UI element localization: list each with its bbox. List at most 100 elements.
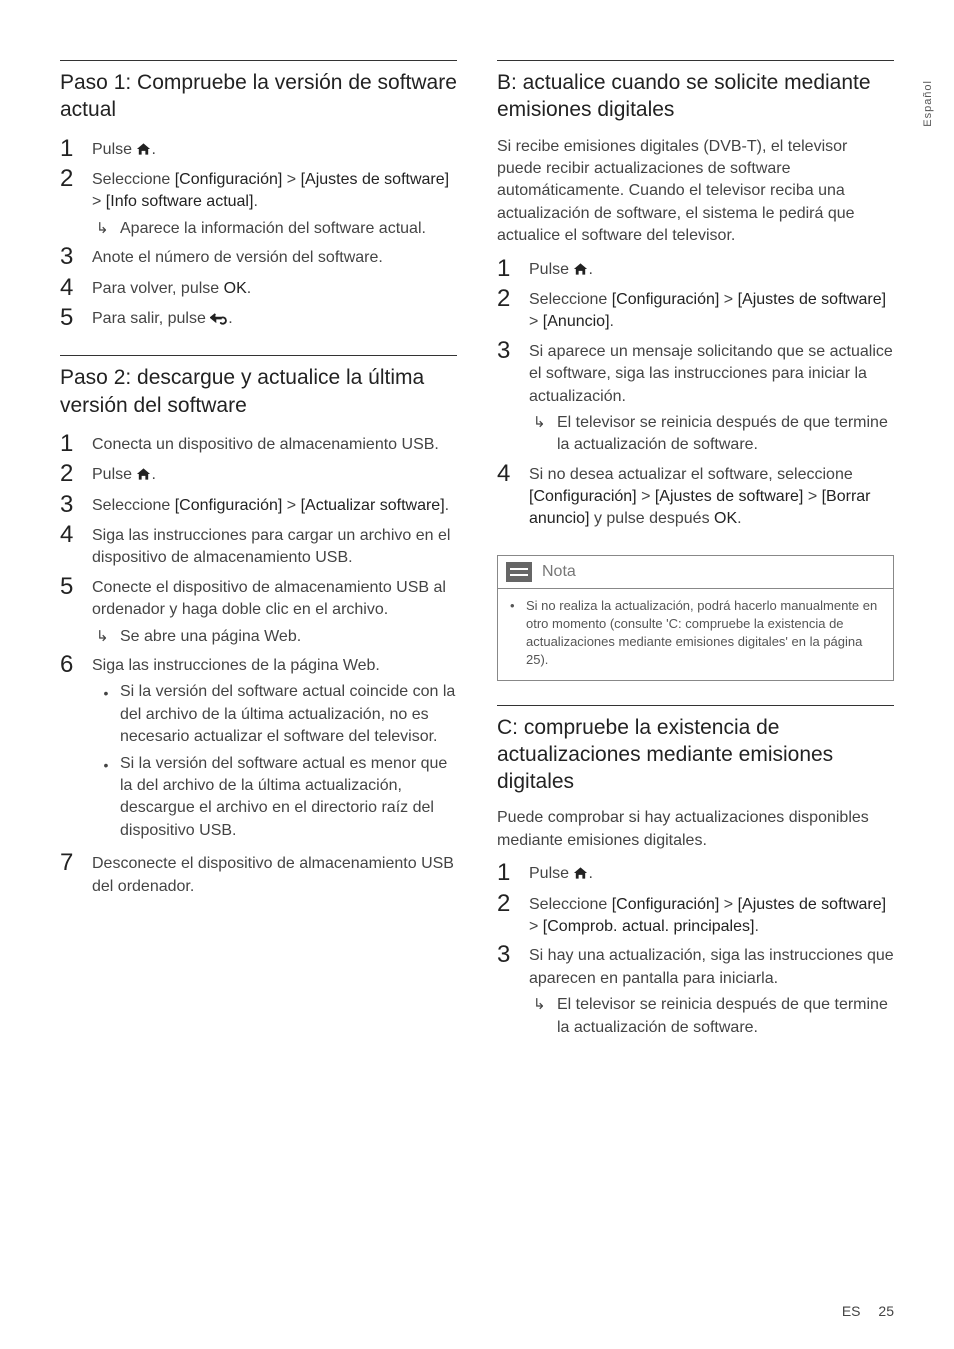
step-number: 2	[60, 166, 92, 192]
step-number: 3	[60, 244, 92, 270]
step-body: Siga las instrucciones de la página Web.…	[92, 652, 457, 846]
step-item: 2Seleccione [Configuración] > [Ajustes d…	[60, 166, 457, 240]
arrow-icon: ↳	[529, 994, 557, 1015]
step-body: Pulse .	[92, 136, 457, 161]
step-number: 4	[497, 461, 529, 487]
section-title: C: compruebe la existencia de actualizac…	[497, 705, 894, 796]
home-icon	[136, 467, 151, 481]
step-body: Pulse .	[529, 256, 894, 281]
section-title: B: actualice cuando se solicite mediante…	[497, 60, 894, 124]
step-body: Seleccione [Configuración] > [Ajustes de…	[529, 286, 894, 334]
step-item: 3Si hay una actualización, siga las inst…	[497, 942, 894, 1039]
back-icon	[210, 312, 228, 325]
home-icon	[573, 866, 588, 880]
step-item: 2Seleccione [Configuración] > [Ajustes d…	[497, 286, 894, 334]
section-intro: Puede comprobar si hay actualizaciones d…	[497, 807, 894, 852]
result-sub: ↳Aparece la información del software act…	[92, 218, 457, 240]
step-item: 6Siga las instrucciones de la página Web…	[60, 652, 457, 846]
arrow-icon: ↳	[529, 412, 557, 433]
home-icon	[573, 262, 588, 276]
note-bullet: • Si no realiza la actualización, podrá …	[510, 597, 881, 670]
note-box: Nota • Si no realiza la actualización, p…	[497, 555, 894, 681]
page-columns: Paso 1: Compruebe la versión de software…	[60, 60, 894, 1063]
step-body: Anote el número de versión del software.	[92, 244, 457, 269]
step-item: 7Desconecte el dispositivo de almacenami…	[60, 850, 457, 898]
step-item: 4Si no desea actualizar el software, sel…	[497, 461, 894, 531]
step-body: Para volver, pulse OK.	[92, 275, 457, 300]
step-body: Conecte el dispositivo de almacenamiento…	[92, 574, 457, 648]
step-list-sB: 1Pulse .2Seleccione [Configuración] > [A…	[497, 256, 894, 531]
step-body: Pulse .	[529, 860, 894, 885]
bullet-item: •Si la versión del software actual coinc…	[92, 681, 457, 748]
sub-text: El televisor se reinicia después de que …	[557, 412, 894, 457]
bullet-text: Si la versión del software actual es men…	[120, 753, 457, 843]
footer-lang: ES	[842, 1303, 861, 1319]
bullet-item: •Si la versión del software actual es me…	[92, 753, 457, 843]
step-number: 7	[60, 850, 92, 876]
note-label: Nota	[542, 563, 576, 581]
step-body: Seleccione [Configuración] > [Ajustes de…	[92, 166, 457, 240]
step-list-sC: 1Pulse .2Seleccione [Configuración] > [A…	[497, 860, 894, 1039]
home-icon	[136, 142, 151, 156]
step-item: 1Conecta un dispositivo de almacenamient…	[60, 431, 457, 457]
step-number: 2	[497, 286, 529, 312]
step-item: 1Pulse .	[60, 136, 457, 162]
result-sub: ↳El televisor se reinicia después de que…	[529, 994, 894, 1039]
step-number: 5	[60, 305, 92, 331]
section-title: Paso 1: Compruebe la versión de software…	[60, 60, 457, 124]
footer-page: 25	[878, 1303, 894, 1319]
result-sub: ↳Se abre una página Web.	[92, 626, 457, 648]
step-body: Pulse .	[92, 461, 457, 486]
note-header: Nota	[498, 556, 893, 589]
step-list-s1: 1Pulse .2Seleccione [Configuración] > [A…	[60, 136, 457, 332]
step-body: Seleccione [Configuración] > [Actualizar…	[92, 492, 457, 517]
step-body: Seleccione [Configuración] > [Ajustes de…	[529, 891, 894, 939]
step-item: 4Siga las instrucciones para cargar un a…	[60, 522, 457, 570]
step-item: 3Seleccione [Configuración] > [Actualiza…	[60, 492, 457, 518]
language-tab: Español	[922, 80, 934, 127]
step-body: Si aparece un mensaje solicitando que se…	[529, 338, 894, 457]
section-intro: Si recibe emisiones digitales (DVB-T), e…	[497, 136, 894, 248]
step-item: 4Para volver, pulse OK.	[60, 275, 457, 301]
sub-text: Aparece la información del software actu…	[120, 218, 457, 240]
arrow-icon: ↳	[92, 626, 120, 647]
step-item: 2Seleccione [Configuración] > [Ajustes d…	[497, 891, 894, 939]
bullet-text: Si la versión del software actual coinci…	[120, 681, 457, 748]
step-number: 5	[60, 574, 92, 600]
arrow-icon: ↳	[92, 218, 120, 239]
step-number: 4	[60, 522, 92, 548]
step-number: 1	[60, 431, 92, 457]
step-body: Siga las instrucciones para cargar un ar…	[92, 522, 457, 570]
step-number: 2	[60, 461, 92, 487]
step-number: 2	[497, 891, 529, 917]
step-number: 3	[497, 338, 529, 364]
result-sub: ↳El televisor se reinicia después de que…	[529, 412, 894, 457]
step-item: 5Conecte el dispositivo de almacenamient…	[60, 574, 457, 648]
step-item: 3Si aparece un mensaje solicitando que s…	[497, 338, 894, 457]
right-column: B: actualice cuando se solicite mediante…	[497, 60, 894, 1063]
note-icon	[506, 562, 532, 582]
step-body: Desconecte el dispositivo de almacenamie…	[92, 850, 457, 898]
section-title: Paso 2: descargue y actualice la última …	[60, 355, 457, 419]
step-body: Para salir, pulse .	[92, 305, 457, 330]
step-number: 1	[497, 256, 529, 282]
left-column: Paso 1: Compruebe la versión de software…	[60, 60, 457, 1063]
bullet-list: •Si la versión del software actual coinc…	[92, 681, 457, 842]
note-body: • Si no realiza la actualización, podrá …	[498, 589, 893, 680]
step-number: 1	[497, 860, 529, 886]
step-item: 1Pulse .	[497, 256, 894, 282]
step-number: 6	[60, 652, 92, 678]
step-item: 3Anote el número de versión del software…	[60, 244, 457, 270]
page-footer: ES 25	[842, 1303, 894, 1319]
step-body: Si no desea actualizar el software, sele…	[529, 461, 894, 531]
step-item: 1Pulse .	[497, 860, 894, 886]
step-item: 2Pulse .	[60, 461, 457, 487]
step-number: 3	[497, 942, 529, 968]
sub-text: El televisor se reinicia después de que …	[557, 994, 894, 1039]
note-text: Si no realiza la actualización, podrá ha…	[526, 597, 881, 670]
step-item: 5Para salir, pulse .	[60, 305, 457, 331]
step-number: 4	[60, 275, 92, 301]
step-number: 3	[60, 492, 92, 518]
step-number: 1	[60, 136, 92, 162]
step-body: Si hay una actualización, siga las instr…	[529, 942, 894, 1039]
